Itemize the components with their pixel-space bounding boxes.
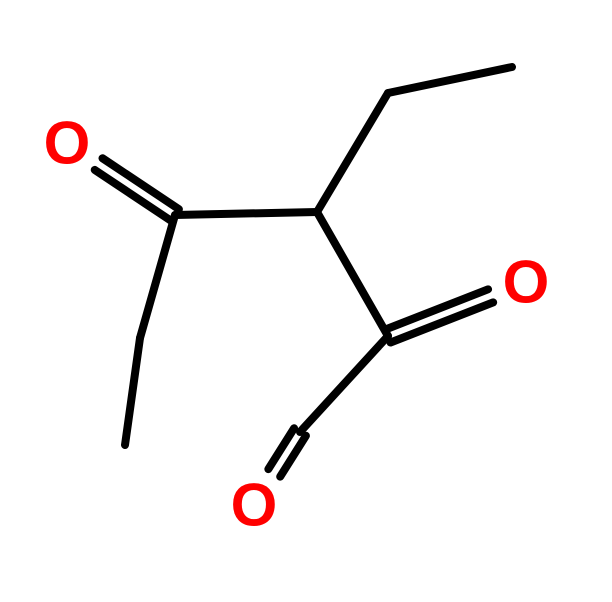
bond-line: [388, 67, 512, 93]
o-atom-label: O: [503, 249, 550, 316]
bond-line: [140, 215, 175, 338]
bond-line: [317, 93, 388, 212]
o-atom-label: O: [231, 472, 278, 539]
o-atom-label: O: [44, 110, 91, 177]
bond-line: [300, 336, 388, 432]
bond-line: [125, 338, 140, 445]
bond-line: [175, 212, 317, 215]
bond-line: [317, 212, 388, 336]
